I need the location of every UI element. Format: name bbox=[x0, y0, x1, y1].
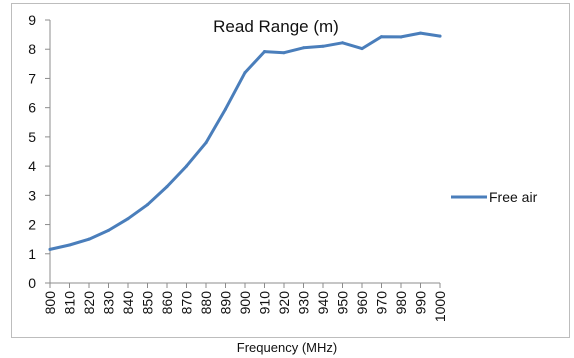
x-tick-label: 840 bbox=[120, 291, 136, 315]
data-point bbox=[146, 203, 149, 207]
x-axis-label: Frequency (MHz) bbox=[236, 340, 338, 355]
y-tick-label: 3 bbox=[28, 187, 36, 203]
x-tick-label: 830 bbox=[101, 291, 117, 315]
x-tick-label: 860 bbox=[159, 291, 175, 315]
x-tick-label: 880 bbox=[198, 291, 214, 315]
x-tick-label: 890 bbox=[218, 291, 234, 315]
data-point bbox=[438, 34, 442, 38]
y-tick-label: 4 bbox=[28, 158, 36, 174]
data-point bbox=[126, 217, 130, 221]
data-point bbox=[302, 46, 305, 50]
y-axis: 0 1 2 3 4 5 6 7 8 9 bbox=[28, 12, 51, 291]
chart-frame bbox=[11, 3, 570, 338]
x-tick-label: 920 bbox=[276, 291, 292, 315]
x-tick-label: 810 bbox=[62, 291, 78, 315]
data-point bbox=[282, 51, 286, 55]
data-point bbox=[48, 247, 52, 251]
y-tick-label: 6 bbox=[28, 100, 36, 116]
data-point bbox=[107, 228, 110, 232]
data-point bbox=[419, 31, 422, 35]
data-point bbox=[185, 164, 188, 168]
series-layer bbox=[48, 31, 442, 251]
x-tick-label: 910 bbox=[257, 291, 273, 315]
y-tick-label: 5 bbox=[28, 129, 36, 145]
y-tick-label: 1 bbox=[28, 246, 36, 262]
x-tick-label: 870 bbox=[179, 291, 195, 315]
chart-title: Read Range (m) bbox=[213, 17, 339, 36]
x-tick-label: 1000 bbox=[432, 291, 448, 322]
y-tick-label: 8 bbox=[28, 41, 36, 57]
y-tick-label: 7 bbox=[28, 70, 36, 86]
x-tick-label: 980 bbox=[393, 291, 409, 315]
data-point bbox=[321, 44, 325, 48]
data-point bbox=[263, 50, 266, 54]
x-tick-label: 820 bbox=[81, 291, 97, 315]
legend-label: Free air bbox=[489, 189, 538, 205]
y-tick-label: 2 bbox=[28, 217, 36, 233]
x-tick-label: 850 bbox=[140, 291, 156, 315]
data-point bbox=[341, 41, 344, 45]
x-tick-label: 930 bbox=[296, 291, 312, 315]
x-axis: 800 810 820 830 840 850 860 870 880 890 900 910 920 9… bbox=[42, 282, 448, 322]
x-tick-label: 800 bbox=[42, 291, 58, 315]
chart: Read Range (m) 0 1 2 3 4 5 6 7 8 9 800 810 820 830 84… bbox=[28, 12, 538, 322]
x-tick-label: 950 bbox=[335, 291, 351, 315]
data-point bbox=[204, 141, 208, 145]
data-point bbox=[360, 47, 364, 51]
y-tick-label: 0 bbox=[28, 275, 36, 291]
legend: Free air bbox=[451, 189, 538, 205]
series-line-0 bbox=[48, 31, 442, 251]
data-point bbox=[224, 107, 227, 111]
y-tick-label: 9 bbox=[28, 12, 36, 28]
x-tick-label: 900 bbox=[237, 291, 253, 315]
x-tick-label: 970 bbox=[374, 291, 390, 315]
data-point bbox=[243, 71, 247, 75]
x-tick-label: 990 bbox=[413, 291, 429, 315]
data-point bbox=[380, 35, 383, 39]
x-tick-label: 960 bbox=[354, 291, 370, 315]
data-point bbox=[165, 185, 169, 189]
data-point bbox=[87, 237, 91, 241]
x-tick-label: 940 bbox=[315, 291, 331, 315]
data-point bbox=[399, 35, 403, 39]
data-point bbox=[68, 243, 71, 247]
